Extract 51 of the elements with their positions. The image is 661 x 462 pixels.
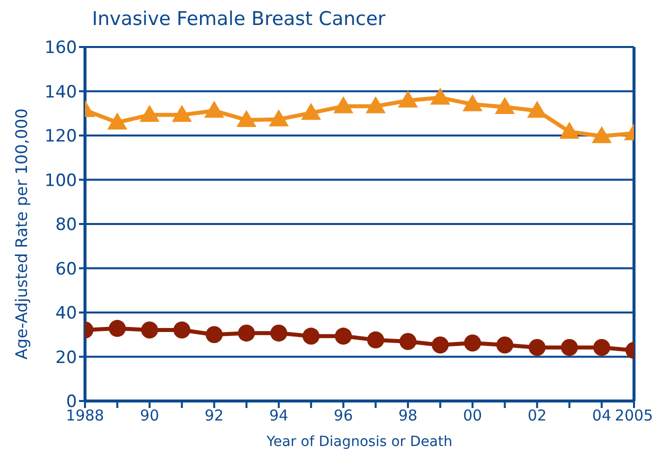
point xyxy=(301,102,322,120)
x-tick-label: 00 xyxy=(462,406,482,425)
y-tick-label: 100 xyxy=(44,170,77,191)
point xyxy=(140,104,160,122)
x-axis-title: Year of Diagnosis or Death xyxy=(266,434,452,450)
point xyxy=(107,112,128,130)
point xyxy=(464,334,482,352)
point xyxy=(496,336,514,354)
point xyxy=(559,122,580,139)
y-tick-label: 120 xyxy=(44,126,77,147)
point xyxy=(108,320,126,337)
point xyxy=(238,324,255,342)
y-tick-label: 80 xyxy=(55,215,77,236)
point xyxy=(268,109,289,126)
point xyxy=(430,88,450,105)
y-tick-label: 60 xyxy=(55,259,77,280)
point xyxy=(302,328,320,345)
point xyxy=(236,110,256,128)
x-tick-label: 94 xyxy=(269,406,288,425)
point xyxy=(432,336,449,354)
point xyxy=(592,126,612,144)
y-tick-label: 160 xyxy=(44,38,77,58)
point xyxy=(366,96,386,114)
point xyxy=(593,338,610,356)
point xyxy=(367,331,384,348)
point xyxy=(270,324,288,342)
y-axis-title: Age-Adjusted Rate per 100,000 xyxy=(12,108,31,360)
point xyxy=(173,321,190,338)
point xyxy=(494,96,515,114)
x-tick-label: 92 xyxy=(204,406,224,425)
x-tick-label: 98 xyxy=(398,406,418,425)
point xyxy=(334,328,352,345)
point xyxy=(333,96,354,114)
point xyxy=(560,338,578,356)
point xyxy=(172,104,192,122)
point xyxy=(398,90,418,108)
x-tick-label: 90 xyxy=(140,406,160,425)
point xyxy=(399,332,416,350)
chart-title: Invasive Female Breast Cancer xyxy=(92,8,386,30)
x-tick-label: 96 xyxy=(334,406,353,425)
point xyxy=(462,94,483,112)
y-tick-label: 140 xyxy=(44,82,77,102)
point xyxy=(528,338,546,356)
y-tick-label: 20 xyxy=(55,348,77,368)
point xyxy=(204,100,224,118)
x-tick-label: 04 xyxy=(592,406,612,425)
point xyxy=(206,326,223,344)
point xyxy=(141,321,158,338)
x-tick-label: 2005 xyxy=(614,406,654,425)
y-tick-label: 40 xyxy=(55,304,77,324)
x-tick-label: 02 xyxy=(528,406,547,425)
